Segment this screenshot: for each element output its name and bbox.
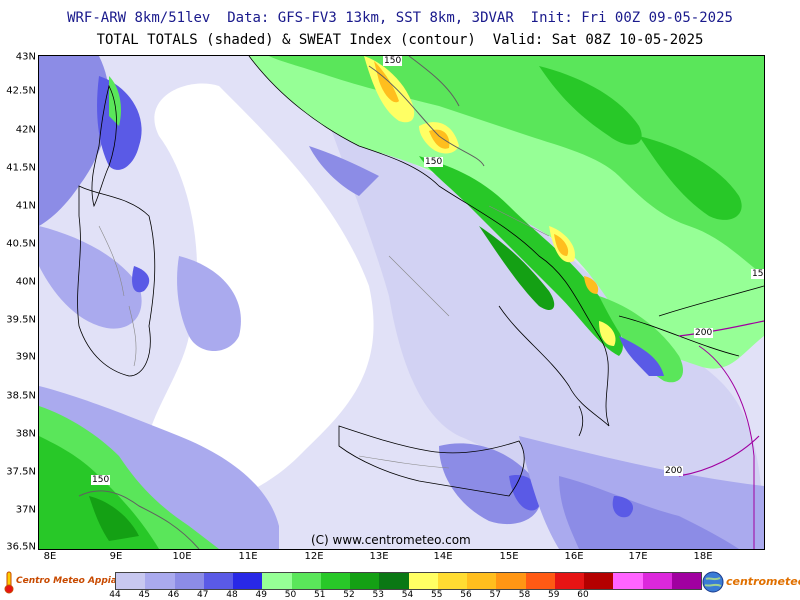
color-swatch bbox=[350, 573, 380, 589]
color-legend-label: 47 bbox=[197, 590, 209, 600]
lon-label-18e: 18E bbox=[693, 551, 713, 562]
color-swatch bbox=[437, 573, 467, 589]
color-legend-label: 59 bbox=[548, 590, 560, 600]
shading-52-55 bbox=[364, 56, 616, 346]
lat-label-43n: 43N bbox=[15, 51, 36, 63]
color-swatch bbox=[174, 573, 204, 589]
color-swatch bbox=[233, 573, 263, 589]
color-legend-label: 52 bbox=[343, 590, 355, 600]
color-legend-label: 49 bbox=[255, 590, 267, 600]
lat-label-40n: 40N bbox=[15, 276, 36, 288]
color-swatch bbox=[525, 573, 555, 589]
lat-label-41-5n: 41.5N bbox=[6, 162, 36, 174]
lat-label-37-5n: 37.5N bbox=[6, 466, 36, 478]
color-swatch bbox=[584, 573, 614, 589]
lat-label-39-5n: 39.5N bbox=[6, 314, 36, 326]
copyright-text: (C) www.centrometeo.com bbox=[311, 533, 471, 547]
color-legend-label: 44 bbox=[109, 590, 121, 600]
lon-label-17e: 17E bbox=[628, 551, 648, 562]
lon-label-13e: 13E bbox=[369, 551, 389, 562]
color-swatch bbox=[203, 573, 233, 589]
lon-label-14e: 14E bbox=[433, 551, 453, 562]
region-borders bbox=[98, 205, 550, 469]
weather-map bbox=[39, 56, 764, 549]
lon-label-16e: 16E bbox=[564, 551, 584, 562]
color-swatch bbox=[642, 573, 672, 589]
map-panel: 150 150 150 200 200 150 bbox=[38, 55, 765, 550]
contour-label: 150 bbox=[424, 157, 444, 167]
lon-label-9e: 9E bbox=[109, 551, 123, 562]
color-legend-label: 50 bbox=[284, 590, 297, 600]
globe-icon bbox=[702, 571, 724, 593]
color-legend-label: 53 bbox=[372, 590, 384, 600]
contour-label: 150 bbox=[751, 269, 764, 279]
color-legend-label: 54 bbox=[401, 590, 414, 600]
color-legend-label: 58 bbox=[518, 590, 531, 600]
contour-label: 150 bbox=[91, 475, 111, 485]
lat-label-36-5n: 36.5N bbox=[6, 541, 36, 553]
color-swatch bbox=[496, 573, 526, 589]
lon-label-12e: 12E bbox=[304, 551, 324, 562]
color-legend-label: 57 bbox=[489, 590, 501, 600]
lat-label-42-5n: 42.5N bbox=[6, 85, 36, 97]
color-swatch bbox=[320, 573, 350, 589]
lat-label-42n: 42N bbox=[15, 124, 36, 136]
contour-label: 150 bbox=[383, 56, 403, 66]
lat-label-41n: 41N bbox=[15, 200, 36, 212]
lon-label-10e: 10E bbox=[172, 551, 192, 562]
color-swatch bbox=[671, 573, 701, 589]
sweat-contours bbox=[78, 56, 764, 549]
lon-label-11e: 11E bbox=[238, 551, 258, 562]
color-swatch bbox=[408, 573, 438, 589]
color-legend-label: 56 bbox=[460, 590, 472, 600]
contour-label: 200 bbox=[694, 328, 714, 338]
lat-label-37n: 37N bbox=[15, 504, 36, 516]
color-swatch bbox=[262, 573, 292, 589]
map-subtitle: TOTAL TOTALS (shaded) & SWEAT Index (con… bbox=[96, 32, 704, 48]
lat-label-38-5n: 38.5N bbox=[6, 390, 36, 402]
logo-right-text: centrometeo bbox=[726, 575, 800, 588]
color-swatch bbox=[613, 573, 643, 589]
shading-48-51 bbox=[39, 56, 764, 549]
lat-label-40-5n: 40.5N bbox=[6, 238, 36, 250]
lon-label-8e: 8E bbox=[43, 551, 57, 562]
color-legend-label: 48 bbox=[226, 590, 238, 600]
centro-meteo-logo: Centro Meteo Appiano bbox=[2, 570, 130, 594]
color-legend bbox=[115, 572, 702, 590]
color-legend-label: 55 bbox=[431, 590, 443, 600]
color-swatch bbox=[116, 573, 146, 589]
contour-label: 200 bbox=[664, 466, 684, 476]
logo-left-text: Centro Meteo Appiano bbox=[16, 576, 130, 586]
lat-label-39n: 39N bbox=[15, 351, 36, 363]
color-legend-label: 51 bbox=[314, 590, 326, 600]
color-swatch bbox=[145, 573, 175, 589]
color-swatch bbox=[291, 573, 321, 589]
map-title: WRF-ARW 8km/51lev Data: GFS-FV3 13km, SS… bbox=[67, 10, 733, 26]
centrometeo-logo: centrometeo bbox=[702, 570, 800, 594]
color-swatch bbox=[554, 573, 584, 589]
color-legend-label: 60 bbox=[577, 590, 589, 600]
color-swatch bbox=[379, 573, 409, 589]
color-legend-label: 45 bbox=[138, 590, 150, 600]
lat-label-38n: 38N bbox=[15, 428, 36, 440]
color-swatch bbox=[467, 573, 497, 589]
thermometer-icon bbox=[4, 571, 14, 594]
lon-label-15e: 15E bbox=[499, 551, 519, 562]
color-legend-label: 46 bbox=[167, 590, 180, 600]
